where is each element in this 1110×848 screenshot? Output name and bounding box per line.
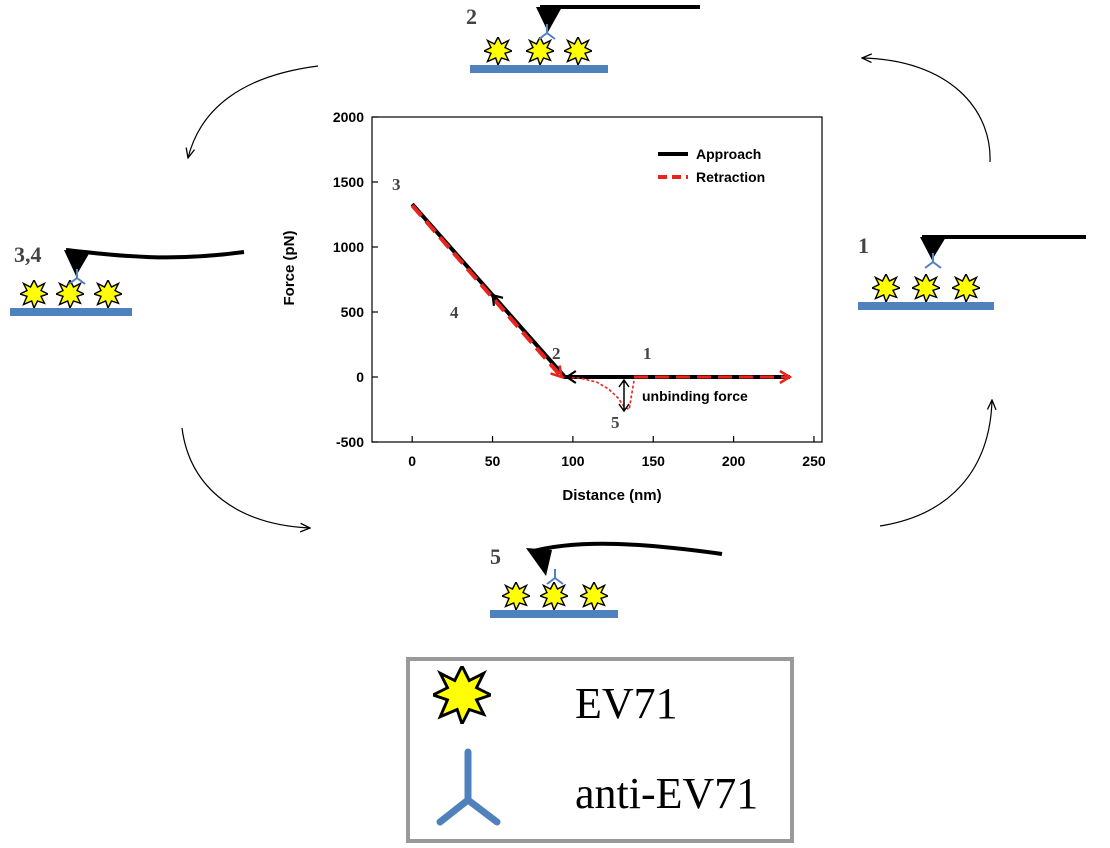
virus-icon	[94, 280, 122, 308]
x-axis-label: Distance (nm)	[562, 487, 661, 504]
virus-icon	[872, 274, 900, 302]
y-axis-ticks: -500 0 500 1000 1500 2000	[333, 109, 378, 450]
antibody-icon	[546, 568, 564, 585]
x-axis-ticks: 0 50 100 150 200 250	[408, 436, 826, 469]
virus-legend-label: EV71	[575, 679, 678, 728]
substrate	[470, 65, 608, 73]
stage-label: 2	[466, 4, 477, 29]
point-label-2: 2	[552, 344, 561, 363]
x-tick-label: 0	[408, 453, 416, 469]
y-tick-label: -500	[336, 434, 364, 450]
chart-legend: Approach Retraction	[658, 146, 765, 185]
stage-label: 1	[858, 233, 869, 258]
stage-3-4: 3,4	[10, 242, 245, 316]
arrow-34-to-5	[181, 427, 310, 528]
cantilever-tip-icon	[64, 250, 90, 276]
x-tick-label: 100	[561, 453, 585, 469]
virus-icon	[20, 280, 48, 308]
x-tick-label: 200	[722, 453, 746, 469]
virus-icon	[526, 37, 554, 65]
virus-icon	[484, 37, 512, 65]
virus-icon	[502, 582, 530, 610]
point-label-5: 5	[611, 413, 620, 432]
symbol-legend: EV71 anti-EV71	[406, 657, 794, 843]
virus-icon	[433, 666, 491, 724]
antibody-legend-label: anti-EV71	[575, 769, 758, 818]
legend-box	[406, 657, 794, 843]
y-tick-label: 1000	[333, 239, 364, 255]
x-tick-label: 250	[802, 453, 826, 469]
substrate	[490, 610, 618, 618]
point-label-1: 1	[643, 344, 652, 363]
cantilever-tip-icon	[526, 548, 552, 576]
stage-5: 5	[490, 541, 723, 618]
chart-series	[410, 202, 793, 411]
plot-frame	[371, 116, 823, 443]
cantilever	[529, 541, 723, 556]
virus-icon	[580, 582, 608, 610]
stage-label: 5	[490, 544, 501, 569]
retraction-arrowhead	[550, 365, 564, 379]
approach-contact-arrowhead	[564, 370, 577, 384]
virus-icon	[564, 37, 592, 65]
antibody-icon	[924, 252, 942, 269]
unbinding-force-arrow	[618, 378, 630, 413]
y-tick-label: 1500	[333, 174, 364, 190]
substrate	[858, 302, 994, 310]
stage-1: 1	[858, 233, 1086, 310]
virus-icon	[952, 274, 980, 302]
legend-retraction-label: Retraction	[696, 169, 765, 185]
arrow-1-to-2	[862, 58, 991, 163]
stage-label: 3,4	[14, 242, 42, 267]
arrow-2-to-34	[188, 65, 319, 158]
virus-icon	[540, 582, 568, 610]
arrow-5-to-1	[879, 400, 992, 527]
y-tick-label: 500	[341, 304, 365, 320]
y-axis-label: Force (pN)	[281, 230, 298, 305]
cantilever-tip-icon	[536, 7, 562, 32]
antibody-icon	[538, 23, 556, 40]
legend-approach-label: Approach	[696, 146, 761, 162]
substrate	[10, 308, 132, 316]
cycle-arrows	[181, 58, 992, 528]
y-tick-label: 0	[356, 369, 364, 385]
x-tick-label: 150	[642, 453, 666, 469]
cantilever-tip-icon	[920, 237, 946, 260]
approach-arrowhead	[491, 293, 504, 306]
antibody-icon	[68, 268, 86, 285]
cantilever	[65, 248, 245, 260]
virus-icon	[912, 274, 940, 302]
force-distance-chart: -500 0 500 1000 1500 2000 0 50 100 150 200 250 Dis…	[281, 109, 826, 504]
stage-2: 2	[466, 4, 700, 73]
antibody-icon	[436, 748, 501, 826]
series-retraction	[410, 204, 564, 379]
retraction-end-arrowhead	[779, 369, 793, 385]
point-label-4: 4	[450, 303, 459, 322]
x-tick-label: 50	[485, 453, 501, 469]
point-label-3: 3	[392, 175, 401, 194]
unbinding-force-label: unbinding force	[642, 388, 748, 404]
series-retraction-dip	[561, 376, 635, 411]
y-tick-label: 2000	[333, 109, 364, 125]
